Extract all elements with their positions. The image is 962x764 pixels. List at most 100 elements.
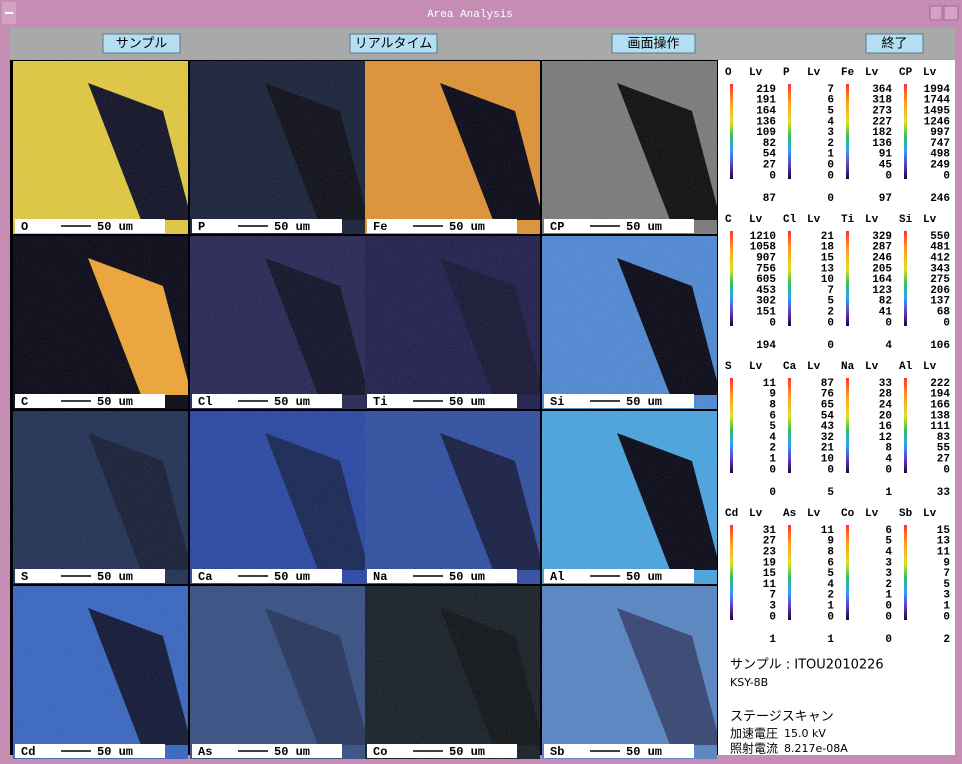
legend-unit: Lv (807, 67, 821, 79)
legend-bottom: 0 (885, 634, 892, 646)
scale-label: 50 um (449, 745, 485, 759)
maximize-button[interactable] (944, 6, 958, 20)
legend-level: 0 (885, 170, 892, 182)
color-scale (788, 378, 791, 473)
legend-level: 0 (769, 317, 776, 329)
element-map: As50 um (190, 586, 365, 759)
map-noise (13, 236, 188, 409)
legend-element: Sb (899, 508, 913, 520)
legend-element: Fe (841, 67, 855, 79)
map-noise (365, 236, 540, 409)
toolbar-button[interactable]: 終了 (866, 34, 923, 53)
button-label: リアルタイム (355, 37, 433, 52)
legend-bottom: 0 (827, 340, 834, 352)
scale-label: 50 um (449, 395, 485, 409)
legend-bottom: 87 (763, 193, 776, 205)
legend-level: 0 (943, 317, 950, 329)
legend-element: P (783, 67, 790, 79)
page: Area Analysis サンプルリアルタイム画面操作終了O50 umP50 … (0, 0, 962, 764)
scale-label: 50 um (626, 570, 662, 584)
legend-bottom: 2 (943, 634, 950, 646)
scale-label: 50 um (449, 570, 485, 584)
legend-level: 0 (827, 611, 834, 623)
sample-line: サンプル : ITOU2010226 (730, 658, 884, 673)
map-noise (190, 411, 365, 584)
legend-bottom: 97 (879, 193, 892, 205)
map-noise (190, 236, 365, 409)
legend-element: Si (899, 214, 913, 226)
legend-unit: Lv (749, 214, 763, 226)
scale-label: 50 um (626, 395, 662, 409)
legend-element: Co (841, 508, 855, 520)
legend-unit: Lv (749, 508, 763, 520)
info-value: 15.0 kV (784, 727, 826, 740)
color-scale (904, 231, 907, 326)
map-noise (365, 586, 540, 759)
map-noise (13, 61, 188, 234)
legend-unit: Lv (749, 361, 763, 373)
element-map: Co 50 um (365, 586, 540, 759)
element-map: P50 um (190, 61, 365, 234)
color-scale (846, 231, 849, 326)
map-noise (365, 61, 540, 234)
map-noise (365, 411, 540, 584)
color-scale (904, 378, 907, 473)
legend-unit: Lv (923, 508, 937, 520)
legend-level: 0 (769, 170, 776, 182)
legend-level: 0 (885, 464, 892, 476)
element-map: C50 um (13, 236, 188, 409)
element-map: Ti 50 um (365, 236, 540, 409)
legend-level: 0 (769, 611, 776, 623)
legend-unit: Lv (865, 508, 879, 520)
element-map: Cd50 um (13, 586, 188, 759)
legend-unit: Lv (749, 67, 763, 79)
legend-bottom: 106 (930, 340, 950, 352)
legend-bottom: 1 (885, 487, 892, 499)
scale-label: 50 um (274, 570, 310, 584)
toolbar-button[interactable]: サンプル (103, 34, 180, 53)
minimize-button[interactable] (930, 6, 942, 20)
legend-element: O (725, 67, 732, 79)
window: Area Analysis サンプルリアルタイム画面操作終了O50 umP50 … (0, 0, 962, 764)
map-element-label: Fe (373, 220, 387, 234)
element-map: Ca50 um (190, 411, 365, 584)
element-map: S50 um (13, 411, 188, 584)
map-element-label: CP (550, 220, 564, 234)
map-element-label: Si (550, 395, 564, 409)
toolbar-button[interactable]: リアルタイム (350, 34, 437, 53)
map-element-label: Na (373, 570, 387, 584)
legend-element: As (783, 508, 796, 520)
legend-bottom: 5 (827, 487, 834, 499)
map-element-label: Co (373, 745, 387, 759)
map-element-label: S (21, 570, 28, 584)
map-noise (13, 586, 188, 759)
element-map: Al 50 um (542, 411, 717, 584)
toolbar-button[interactable]: 画面操作 (612, 34, 695, 53)
color-scale (788, 84, 791, 179)
color-scale (788, 231, 791, 326)
color-scale (730, 525, 733, 620)
legend-bottom: 1 (827, 634, 834, 646)
map-element-label: Al (550, 570, 564, 584)
legend-unit: Lv (923, 214, 937, 226)
element-map: O50 um (13, 61, 188, 234)
legend-bottom: 4 (885, 340, 892, 352)
legend-level: 0 (943, 464, 950, 476)
legend-unit: Lv (923, 67, 937, 79)
legend-unit: Lv (807, 508, 821, 520)
legend-unit: Lv (923, 361, 937, 373)
scale-label: 50 um (626, 745, 662, 759)
button-label: 終了 (881, 36, 907, 52)
legend-element: Cl (783, 214, 797, 226)
legend-element: Na (841, 361, 855, 373)
legend-panel (718, 60, 955, 755)
map-element-label: Sb (550, 745, 564, 759)
legend-element: Al (899, 361, 913, 373)
map-noise (542, 586, 717, 759)
legend-level: 0 (827, 317, 834, 329)
map-element-label: As (198, 745, 212, 759)
legend-bottom: 0 (769, 487, 776, 499)
scale-label: 50 um (274, 220, 310, 234)
map-element-label: Ti (373, 395, 387, 409)
scale-label: 50 um (626, 220, 662, 234)
